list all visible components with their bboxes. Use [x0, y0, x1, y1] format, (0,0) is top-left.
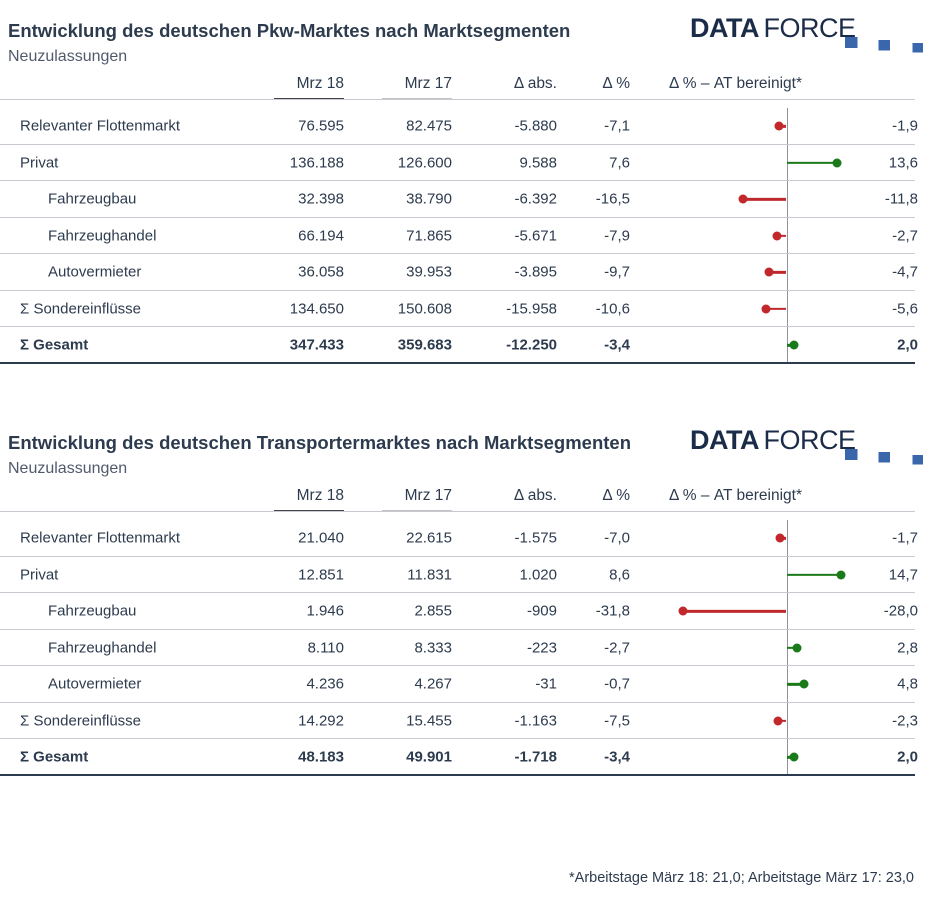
svg-text:FORCE: FORCE	[764, 425, 856, 455]
svg-text:DATA: DATA	[690, 13, 759, 43]
svg-text:DATA: DATA	[690, 425, 759, 455]
svg-text:FORCE: FORCE	[764, 13, 856, 43]
